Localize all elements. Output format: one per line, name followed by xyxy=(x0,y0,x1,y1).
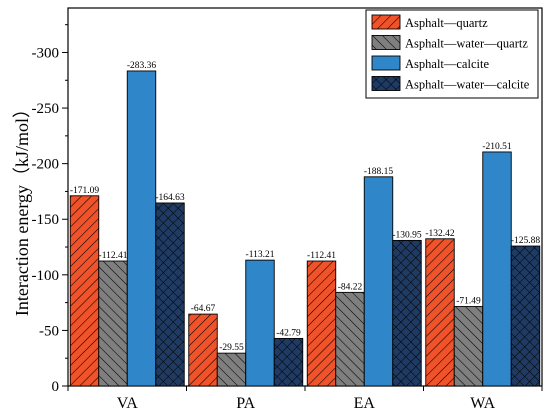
bar-value-label: -125.88 xyxy=(511,236,541,246)
bar-ea-series-3 xyxy=(363,176,394,387)
axes: 0 -50 -100 -150 -200 -250 -300 VA PA EA WA xyxy=(32,7,543,412)
bar-value-label: -130.95 xyxy=(392,230,422,240)
y-tick-label: 0 xyxy=(52,379,60,395)
bar-ea-series-4 xyxy=(392,239,422,387)
legend: Asphalt—quartz Asphalt—water—quartz Asphal… xyxy=(365,9,539,99)
x-tick-label-va: VA xyxy=(117,395,138,412)
bar-wa-series-2 xyxy=(453,306,484,387)
legend-swatch-1 xyxy=(371,14,401,30)
legend-label-1: Asphalt—quartz xyxy=(405,16,488,30)
legend-label-3: Asphalt—calcite xyxy=(405,57,489,71)
x-tick-label-pa: PA xyxy=(236,395,255,412)
bar-wa-series-3 xyxy=(482,151,512,387)
bar-value-label: -171.09 xyxy=(70,186,100,196)
y-tick-label: -200 xyxy=(32,157,60,173)
bar-pa-series-1 xyxy=(188,313,218,387)
y-tick-label: -100 xyxy=(32,268,60,284)
bar-wa-series-1 xyxy=(425,238,455,387)
x-tick-label-wa: WA xyxy=(470,395,495,412)
x-tick-label-ea: EA xyxy=(354,395,376,412)
bar-value-label: -112.41 xyxy=(99,251,128,261)
bar-va-series-1 xyxy=(69,195,100,387)
y-axis-label: Interaction energy（kJ/mol） xyxy=(12,100,32,316)
value-labels: -171.09 -112.41 -283.36 -164.63 -64.67 -29.55… xyxy=(70,61,541,353)
bar-pa-series-2 xyxy=(216,352,247,387)
bar-value-label: -29.55 xyxy=(219,343,244,353)
bar-pa-series-4 xyxy=(273,337,304,387)
bar-wa-series-4 xyxy=(510,245,541,387)
y-tick-label: -150 xyxy=(32,212,60,228)
bar-value-label: -188.15 xyxy=(364,167,394,177)
legend-label-4: Asphalt—water—calcite xyxy=(405,78,530,92)
bar-value-label: -71.49 xyxy=(456,297,481,307)
y-tick-label: -250 xyxy=(32,101,60,117)
legend-swatch-2 xyxy=(371,35,401,50)
bar-value-label: -112.41 xyxy=(307,251,336,261)
bar-value-label: -84.22 xyxy=(338,282,363,292)
bar-value-label: -42.79 xyxy=(276,328,301,338)
bar-ea-series-1 xyxy=(306,260,337,387)
bar-ea-series-2 xyxy=(335,291,365,387)
bar-value-label: -64.67 xyxy=(191,304,216,314)
bar-value-label: -132.42 xyxy=(425,229,455,239)
legend-swatch-4 xyxy=(371,76,401,91)
bar-pa-series-3 xyxy=(245,259,275,387)
bars xyxy=(69,70,541,387)
y-tick-label: -50 xyxy=(39,323,59,339)
bar-va-series-3 xyxy=(126,70,157,387)
legend-swatch-3 xyxy=(371,55,401,71)
bar-va-series-2 xyxy=(98,260,128,387)
bar-va-series-4 xyxy=(155,202,185,387)
bar-value-label: -210.51 xyxy=(482,142,512,152)
legend-label-2: Asphalt—water—quartz xyxy=(405,37,528,51)
bar-value-label: -164.63 xyxy=(155,193,185,203)
y-tick-label: -300 xyxy=(32,45,60,61)
bar-value-label: -283.36 xyxy=(127,61,157,71)
bar-value-label: -113.21 xyxy=(246,250,275,260)
